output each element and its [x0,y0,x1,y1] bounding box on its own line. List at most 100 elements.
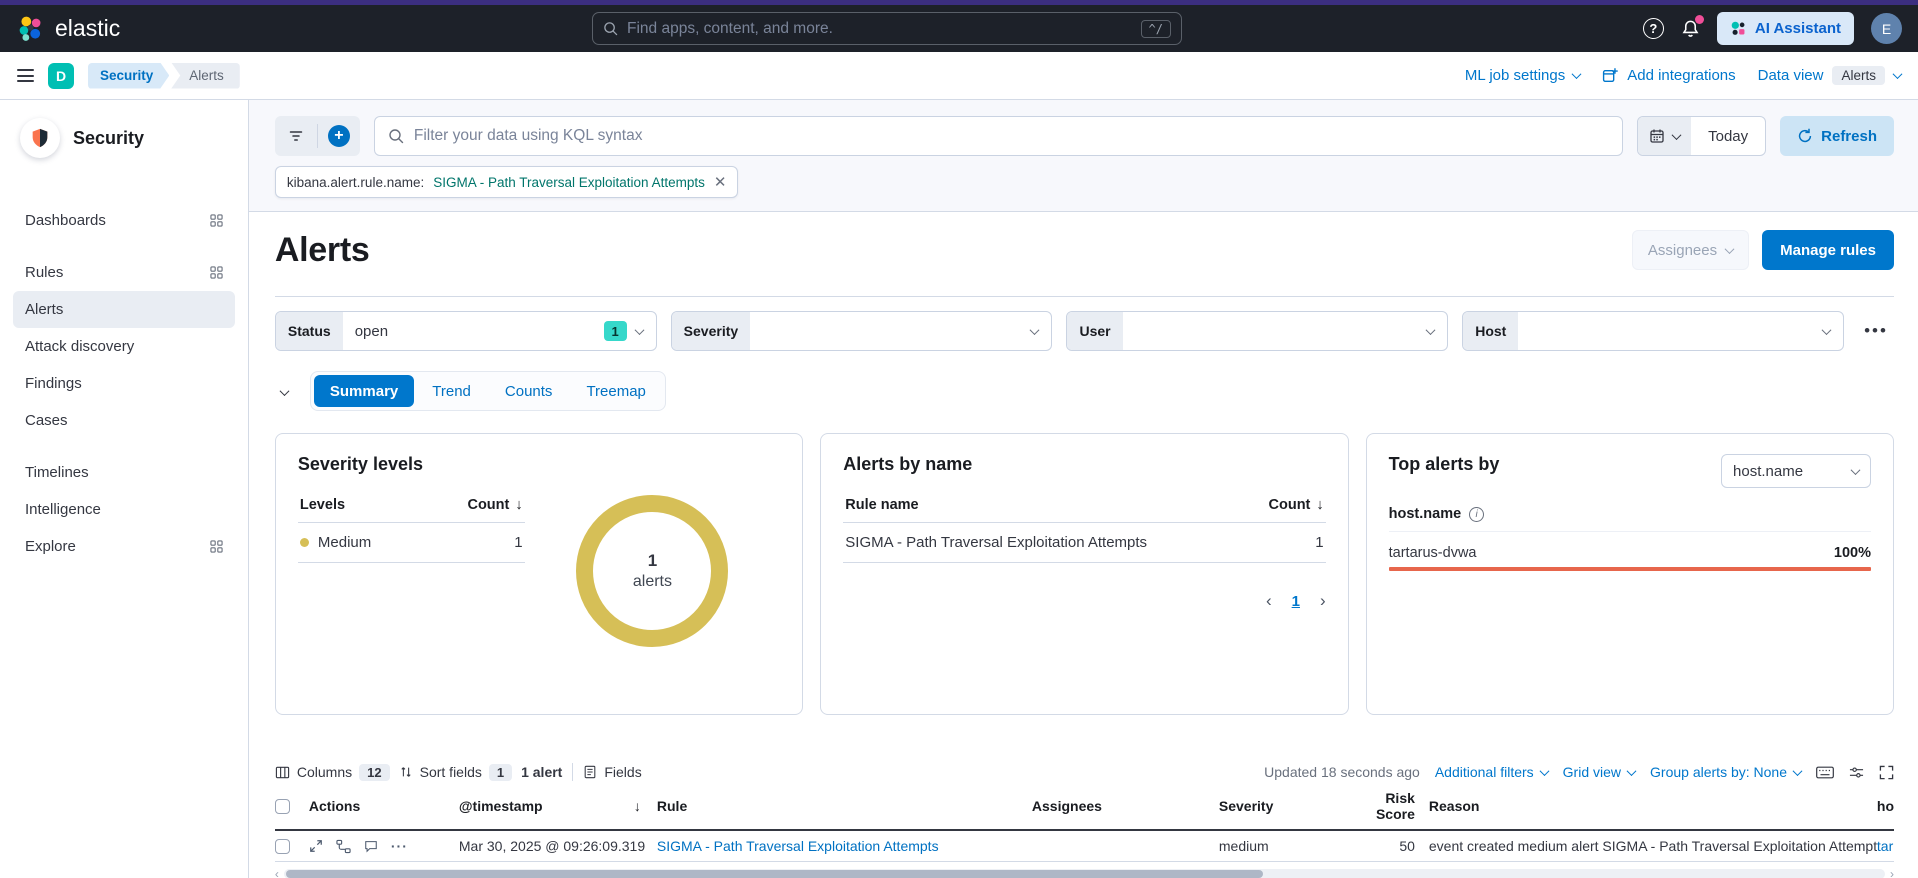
global-header: elastic Find apps, content, and more. ^/… [0,5,1918,52]
sidebar-item-rules[interactable]: Rules [13,254,235,291]
kql-search-input[interactable]: Filter your data using KQL syntax [373,116,1624,156]
plus-icon: + [327,125,350,147]
sidebar-item-explore[interactable]: Explore [13,528,235,565]
help-icon[interactable]: ? [1642,18,1664,39]
add-integrations-link[interactable]: Add integrations [1602,67,1736,84]
menu-icon[interactable] [17,69,34,82]
status-filter-value: open [354,322,389,340]
info-icon[interactable]: i [1469,506,1485,522]
status-filter[interactable]: Status open 1 [274,311,657,351]
tab-counts[interactable]: Counts [489,375,569,407]
count-col[interactable]: Count ↓ [1268,497,1324,513]
select-all-checkbox[interactable] [274,798,290,814]
sort-fields-button[interactable]: Sort fields 1 [399,763,513,781]
search-icon [604,22,618,36]
row-more-actions-icon[interactable]: ··· [390,838,408,854]
header-host-truncated[interactable]: ho [1876,798,1894,814]
alerts-by-name-row[interactable]: SIGMA - Path Traversal Exploitation Atte… [843,523,1326,563]
collapse-chevron-icon[interactable] [275,379,294,404]
global-search-input[interactable]: Find apps, content, and more. ^/ [592,12,1182,45]
status-filter-label: Status [275,312,343,350]
user-filter[interactable]: User [1066,311,1449,351]
scroll-left-icon[interactable]: ‹ [274,867,279,878]
scrollbar-thumb[interactable] [285,870,1263,878]
sidebar-item-intelligence[interactable]: Intelligence [13,491,235,528]
filter-funnel-icon[interactable] [275,116,317,156]
chevron-down-icon [1792,765,1803,776]
analyzer-graph-icon[interactable] [336,839,351,854]
query-filter-group: + [274,116,360,156]
top-alerts-row[interactable]: tartarus-dvwa 100% [1388,545,1872,571]
severity-levels-panel: Severity levels Levels Count ↓ Medium 1 [274,433,804,715]
alert-table-row[interactable]: ··· Mar 30, 2025 @ 09:26:09.319 SIGMA - … [274,831,1894,862]
sidebar-item-alerts[interactable]: Alerts [13,291,235,328]
data-view-picker[interactable]: Data view Alerts [1758,66,1903,85]
expand-alert-icon[interactable] [309,839,323,853]
add-filter-button[interactable]: + [318,116,360,156]
date-quick-select[interactable] [1638,117,1692,155]
elastic-logo[interactable]: elastic [16,14,120,44]
remove-filter-icon[interactable]: ✕ [713,174,727,191]
header-reason[interactable]: Reason [1428,798,1480,814]
sidebar-item-dashboards[interactable]: Dashboards [13,202,235,239]
tab-treemap[interactable]: Treemap [570,375,661,407]
host-filter[interactable]: Host [1462,311,1845,351]
sidebar-item-timelines[interactable]: Timelines [13,454,235,491]
display-options-icon[interactable] [1849,765,1864,780]
columns-icon [275,766,290,778]
header-severity[interactable]: Severity [1218,798,1274,814]
scrollbar-track[interactable] [283,869,1885,878]
header-assignees[interactable]: Assignees [1031,798,1102,814]
grid-view-button[interactable]: Grid view [1563,764,1637,780]
ml-job-settings-link[interactable]: ML job settings [1465,67,1582,84]
assignees-button[interactable]: Assignees [1631,230,1750,270]
severity-row-medium[interactable]: Medium 1 [297,523,525,563]
top-alerts-bar [1388,567,1872,571]
calendar-icon [1650,129,1664,143]
row-checkbox[interactable] [274,838,290,854]
active-filter-pill[interactable]: kibana.alert.rule.name: SIGMA - Path Tra… [274,166,739,198]
space-badge[interactable]: D [48,62,74,89]
alerts-by-name-title: Alerts by name [843,454,973,474]
chevron-down-icon [1571,69,1582,80]
sidebar-item-findings[interactable]: Findings [13,365,235,402]
additional-filters-button[interactable]: Additional filters [1435,764,1550,780]
sidebar-item-cases[interactable]: Cases [13,402,235,439]
page-number[interactable]: 1 [1291,592,1300,610]
scroll-right-icon[interactable]: › [1890,867,1894,878]
manage-rules-button[interactable]: Manage rules [1762,230,1894,270]
ai-assistant-button[interactable]: AI Assistant [1716,12,1854,45]
sidebar-item-label: Intelligence [25,501,101,518]
ai-assistant-label: AI Assistant [1754,20,1841,37]
group-alerts-button[interactable]: Group alerts by: None [1650,764,1803,780]
summary-tabs-row: Summary Trend Counts Treemap [275,371,1894,411]
date-range-value[interactable]: Today [1708,127,1749,145]
cell-timestamp: Mar 30, 2025 @ 09:26:09.319 [458,838,646,854]
severity-table: Levels Count ↓ Medium 1 [297,493,525,647]
user-avatar[interactable]: E [1871,13,1902,44]
sidebar-item-attack-discovery[interactable]: Attack discovery [13,328,235,365]
cell-rule-link[interactable]: SIGMA - Path Traversal Exploitation Atte… [656,838,939,854]
header-rule[interactable]: Rule [656,798,688,814]
top-alerts-field-select[interactable]: host.name [1721,454,1872,488]
previous-page-icon[interactable]: ‹ [1265,591,1272,610]
tab-summary[interactable]: Summary [313,375,415,407]
refresh-button[interactable]: Refresh [1780,116,1894,156]
breadcrumb-security[interactable]: Security [88,63,169,89]
newsfeed-icon[interactable] [1681,15,1704,38]
columns-button[interactable]: Columns 12 [275,763,390,781]
data-view-value-badge: Alerts [1832,66,1885,85]
cell-host-truncated[interactable]: tar [1876,838,1894,854]
donut-value: 1 [647,551,658,570]
severity-col-count[interactable]: Count ↓ [467,497,523,513]
fullscreen-icon[interactable] [1879,765,1894,780]
header-risk-score[interactable]: Risk Score [1375,790,1415,822]
severity-filter[interactable]: Severity [670,311,1053,351]
header-timestamp[interactable]: @timestamp ↓ [458,798,641,814]
next-page-icon[interactable]: › [1319,591,1326,610]
comment-icon[interactable] [364,839,378,853]
tab-trend[interactable]: Trend [416,375,487,407]
keyboard-shortcuts-icon[interactable] [1816,766,1834,779]
more-filters-icon[interactable]: ••• [1858,311,1894,351]
fields-button[interactable]: Fields [583,764,642,780]
